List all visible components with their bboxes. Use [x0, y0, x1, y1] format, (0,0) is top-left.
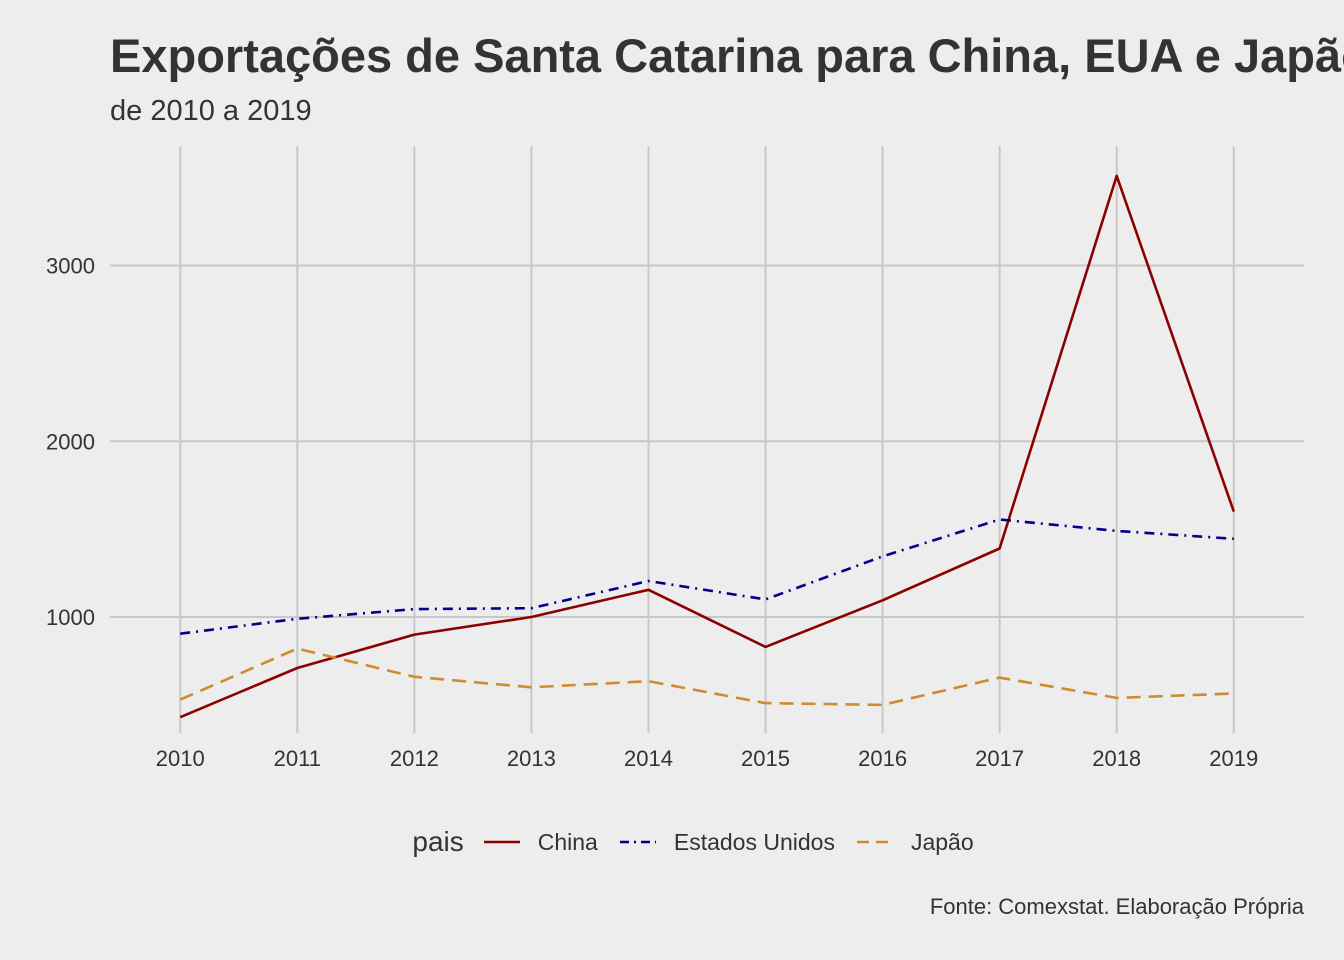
legend-label-china: China: [537, 828, 598, 855]
x-tick-label-2011: 2011: [274, 746, 321, 771]
chart-caption: Fonte: Comexstat. Elaboração Própria: [929, 894, 1304, 919]
x-tick-label-2019: 2019: [1209, 746, 1258, 771]
legend-label-japao: Japão: [910, 828, 974, 855]
series-lines: [179, 174, 1236, 719]
legend-key-china: [483, 840, 520, 844]
series-line-2: [179, 647, 1234, 707]
x-tick-label-2013: 2013: [507, 746, 556, 771]
line-chart: 2010 2011 2012 2013 2014 2015 2016 2017 2018 2019…: [46, 146, 1304, 771]
x-tick-label-2018: 2018: [1092, 746, 1141, 771]
x-tick-label-2012: 2012: [390, 746, 439, 771]
x-tick-label-2016: 2016: [858, 746, 907, 771]
series-line-1: [180, 518, 1234, 635]
x-tick-label-2017: 2017: [975, 746, 1024, 771]
axis-ticks: 2010 2011 2012 2013 2014 2015 2016 2017 2018 2019…: [46, 254, 1258, 771]
y-tick-label-3000: 3000: [46, 254, 95, 279]
x-tick-label-2015: 2015: [741, 746, 790, 771]
legend-item-japao: Japão: [856, 828, 974, 856]
y-tick-label-1000: 1000: [46, 605, 95, 630]
legend: pais China Estados Unidos Japão: [0, 826, 1344, 858]
legend-key-estados-unidos: [619, 840, 656, 844]
legend-title: pais: [412, 826, 464, 857]
legend-label-estados-unidos: Estados Unidos: [673, 828, 835, 855]
grid-lines: [110, 146, 1304, 733]
x-tick-label-2010: 2010: [156, 746, 205, 771]
legend-item-china: China: [483, 828, 598, 856]
chart-subtitle: de 2010 a 2019: [110, 95, 312, 127]
legend-key-japao: [856, 840, 893, 844]
series-line-0: [179, 174, 1236, 719]
chart-title: Exportações de Santa Catarina para China…: [110, 29, 1344, 82]
legend-item-estados-unidos: Estados Unidos: [619, 828, 835, 856]
x-tick-label-2014: 2014: [624, 746, 673, 771]
y-tick-label-2000: 2000: [46, 429, 95, 454]
